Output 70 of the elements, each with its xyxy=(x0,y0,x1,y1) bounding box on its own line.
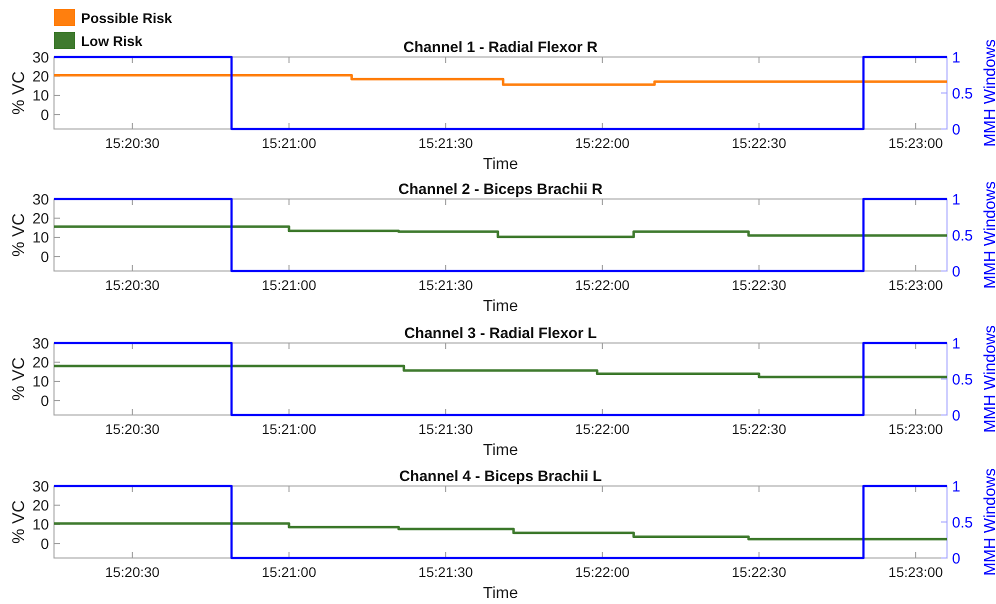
x-tick-label: 15:21:00 xyxy=(262,421,316,437)
y2-tick-label: 0.5 xyxy=(952,514,973,532)
x-tick-label: 15:23:00 xyxy=(888,135,944,151)
x-axis-title: Time xyxy=(483,442,518,459)
y2-axis-title: MMH Windows xyxy=(982,39,996,147)
y2-tick-label: 0.5 xyxy=(952,85,973,102)
y-tick-label: 20 xyxy=(32,210,49,228)
chart-title: Channel 4 - Biceps Brachii L xyxy=(399,468,602,485)
x-tick-label: 15:22:00 xyxy=(575,135,630,151)
y2-axis-title: MMH Windows xyxy=(982,468,996,576)
y-tick-label: 20 xyxy=(32,497,49,514)
y2-tick-label: 0 xyxy=(952,550,960,568)
y-tick-label: 20 xyxy=(32,68,49,86)
y2-tick-label: 0 xyxy=(952,407,960,424)
x-tick-label: 15:21:30 xyxy=(418,277,474,293)
y2-axis-title: MMH Windows xyxy=(982,181,996,289)
chart-title: Channel 2 - Biceps Brachii R xyxy=(398,181,603,198)
x-tick-label: 15:22:30 xyxy=(732,564,786,580)
x-tick-label: 15:20:30 xyxy=(105,277,160,293)
y-tick-label: 20 xyxy=(32,354,49,372)
y-tick-label: 10 xyxy=(32,88,49,105)
x-tick-label: 15:22:30 xyxy=(732,135,786,151)
y2-tick-label: 0 xyxy=(952,263,960,280)
y-tick-label: 10 xyxy=(32,516,49,534)
y-tick-label: 0 xyxy=(40,248,49,266)
x-tick-label: 15:23:00 xyxy=(888,421,944,437)
x-axis-title: Time xyxy=(483,156,518,173)
y2-tick-label: 0.5 xyxy=(952,371,973,388)
y-tick-label: 30 xyxy=(32,478,49,496)
x-tick-label: 15:21:30 xyxy=(418,135,474,151)
x-axis-title: Time xyxy=(483,585,518,602)
x-tick-label: 15:22:30 xyxy=(732,421,786,437)
x-tick-label: 15:20:30 xyxy=(105,564,160,580)
y-tick-label: 10 xyxy=(32,230,49,247)
y2-tick-label: 1 xyxy=(952,478,960,496)
y2-tick-label: 0 xyxy=(952,121,960,138)
x-tick-label: 15:20:30 xyxy=(105,421,160,437)
y2-tick-label: 1 xyxy=(952,191,960,208)
x-tick-label: 15:21:30 xyxy=(418,421,474,437)
x-tick-label: 15:21:30 xyxy=(418,564,474,580)
chart-title: Channel 3 - Radial Flexor L xyxy=(404,325,597,342)
x-tick-label: 15:22:00 xyxy=(575,421,630,437)
legend-label: Low Risk xyxy=(81,32,143,49)
y2-tick-label: 0.5 xyxy=(952,227,973,244)
x-tick-label: 15:22:00 xyxy=(575,564,630,580)
y2-tick-label: 1 xyxy=(952,49,960,66)
y-tick-label: 0 xyxy=(40,536,49,553)
y-tick-label: 30 xyxy=(32,191,49,208)
y-tick-label: 30 xyxy=(32,335,49,352)
x-tick-label: 15:21:00 xyxy=(262,135,316,151)
x-axis-title: Time xyxy=(483,298,518,315)
y-axis-title: % VC xyxy=(9,213,28,257)
y-tick-label: 30 xyxy=(32,49,49,66)
y-axis-title: % VC xyxy=(9,500,28,544)
y-tick-label: 10 xyxy=(32,374,49,391)
y2-axis-title: MMH Windows xyxy=(982,325,996,433)
x-tick-label: 15:20:30 xyxy=(105,135,160,151)
x-tick-label: 15:21:00 xyxy=(262,564,316,580)
y-axis-title: % VC xyxy=(9,357,28,401)
chart-title: Channel 1 - Radial Flexor R xyxy=(403,39,598,56)
legend-label: Possible Risk xyxy=(81,10,172,26)
y-axis-title: % VC xyxy=(9,71,28,115)
x-tick-label: 15:22:00 xyxy=(575,277,630,293)
y-tick-label: 0 xyxy=(40,392,49,410)
x-tick-label: 15:23:00 xyxy=(888,564,944,580)
y-tick-label: 0 xyxy=(40,106,49,124)
y2-tick-label: 1 xyxy=(952,335,960,352)
x-tick-label: 15:23:00 xyxy=(888,277,944,293)
x-tick-label: 15:21:00 xyxy=(262,277,316,293)
x-tick-label: 15:22:30 xyxy=(732,277,786,293)
